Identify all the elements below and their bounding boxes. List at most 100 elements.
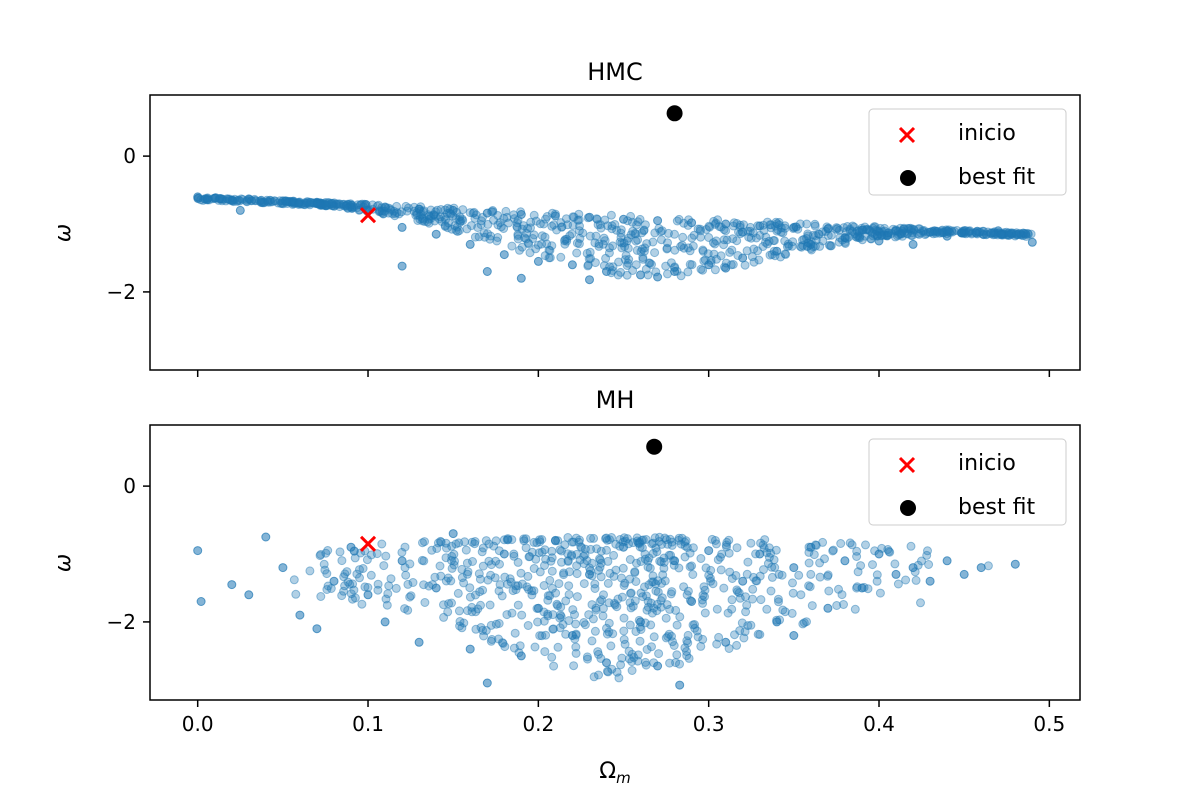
mh-cloud-point xyxy=(595,554,604,564)
hmc-cloud-point xyxy=(837,235,847,245)
hmc-inicio-marker xyxy=(359,207,377,224)
hmc-cloud-point xyxy=(592,214,602,224)
hmc-cloud-point xyxy=(710,265,720,275)
mh-cloud-point xyxy=(690,623,700,633)
hmc-cloud-point xyxy=(616,233,626,242)
hmc-cloud-point xyxy=(547,221,557,231)
mh-cloud-point xyxy=(576,542,586,552)
mh-cloud-point xyxy=(787,608,797,618)
hmc-cloud-point xyxy=(242,197,252,207)
mh-cloud-point xyxy=(587,571,597,581)
hmc-cloud-point xyxy=(733,251,743,260)
hmc-data-point xyxy=(874,236,884,246)
hmc-cloud-point xyxy=(202,194,212,204)
mh-cloud-point xyxy=(535,535,545,545)
mh-cloud-point xyxy=(381,551,391,561)
mh-cloud-point xyxy=(852,583,862,593)
mh-cloud-point xyxy=(513,581,523,591)
hmc-cloud-point xyxy=(894,227,903,236)
hmc-cloud-point xyxy=(769,236,778,245)
mh-cloud-point xyxy=(811,540,820,550)
mh-cloud-point xyxy=(901,575,911,585)
mh-cloud-point xyxy=(751,576,761,586)
hmc-cloud-point xyxy=(882,231,892,241)
hmc-data-point xyxy=(721,263,731,273)
hmc-cloud-point xyxy=(919,227,929,237)
mh-cloud-point xyxy=(698,590,708,600)
hmc-cloud-point xyxy=(661,261,671,271)
mh-cloud-point xyxy=(755,571,765,581)
hmc-cloud-point xyxy=(418,207,428,217)
hmc-cloud-point xyxy=(721,258,731,268)
hmc-cloud-point xyxy=(897,229,907,239)
mh-cloud-point xyxy=(648,577,658,587)
hmc-cloud-point xyxy=(999,228,1009,238)
hmc-data-point xyxy=(670,267,680,276)
mh-cloud-point xyxy=(724,548,734,558)
mh-cloud-point xyxy=(478,561,488,571)
hmc-cloud-point xyxy=(360,201,370,210)
hmc-cloud-point xyxy=(412,210,422,220)
mh-cloud-point xyxy=(596,558,606,568)
hmc-cloud-point xyxy=(949,226,959,236)
mh-cloud-point xyxy=(700,592,709,602)
mh-cloud-point xyxy=(547,566,557,576)
mh-cloud-point xyxy=(546,556,556,566)
hmc-cloud-point xyxy=(295,197,305,207)
hmc-cloud-point xyxy=(471,210,481,220)
mh-cloud-point xyxy=(733,587,743,597)
hmc-cloud-point xyxy=(196,195,206,205)
hmc-cloud-point xyxy=(988,230,998,240)
hmc-cloud-point xyxy=(898,226,908,236)
hmc-cloud-point xyxy=(766,223,776,233)
hmc-cloud-point xyxy=(798,241,808,250)
mh-cloud-point xyxy=(503,535,513,545)
hmc-cloud-point xyxy=(431,211,441,221)
hmc-cloud-point xyxy=(841,233,851,243)
hmc-cloud-point xyxy=(814,229,824,239)
mh-cloud-point xyxy=(682,542,692,552)
hmc-cloud-point xyxy=(328,201,337,211)
hmc-cloud-point xyxy=(869,222,879,232)
mh-cloud-point xyxy=(349,585,359,595)
mh-cloud-point xyxy=(467,537,477,547)
mh-cloud-point xyxy=(625,574,635,584)
hmc-cloud-point xyxy=(317,200,327,210)
hmc-cloud-point xyxy=(972,226,982,236)
hmc-cloud-point xyxy=(637,228,647,238)
mh-cloud-point xyxy=(465,592,475,602)
hmc-cloud-point xyxy=(822,222,832,232)
mh-cloud-point xyxy=(547,553,557,563)
hmc-cloud-point xyxy=(562,236,572,246)
mh-cloud-point xyxy=(563,556,573,566)
mh-data-point xyxy=(533,603,543,613)
hmc-cloud-point xyxy=(256,197,266,207)
hmc-cloud-point xyxy=(308,198,318,208)
mh-cloud-point xyxy=(727,604,737,614)
hmc-cloud-point xyxy=(378,209,388,219)
mh-cloud-point xyxy=(619,613,629,623)
hmc-cloud-point xyxy=(990,227,1000,237)
mh-cloud-point xyxy=(522,582,532,592)
mh-x-tick-label: 0.1 xyxy=(352,712,384,736)
mh-cloud-point xyxy=(705,573,715,583)
mh-cloud-point xyxy=(767,572,777,582)
hmc-cloud-point xyxy=(590,238,600,248)
hmc-cloud-point xyxy=(967,229,977,239)
hmc-cloud-point xyxy=(470,213,480,223)
mh-cloud-point xyxy=(530,642,540,652)
hmc-cloud-point xyxy=(200,194,210,204)
mh-cloud-point xyxy=(439,612,449,622)
hmc-cloud-point xyxy=(439,212,449,222)
mh-cloud-point xyxy=(624,539,634,549)
hmc-cloud-point xyxy=(385,204,395,214)
hmc-cloud-point xyxy=(583,260,593,270)
hmc-cloud-point xyxy=(607,266,617,275)
hmc-cloud-point xyxy=(664,228,673,238)
hmc-cloud-point xyxy=(931,226,941,236)
hmc-cloud-point xyxy=(341,200,351,210)
hmc-cloud-point xyxy=(868,231,878,241)
hmc-cloud-point xyxy=(947,226,957,236)
hmc-cloud-point xyxy=(778,228,788,238)
hmc-data-point xyxy=(585,212,594,222)
